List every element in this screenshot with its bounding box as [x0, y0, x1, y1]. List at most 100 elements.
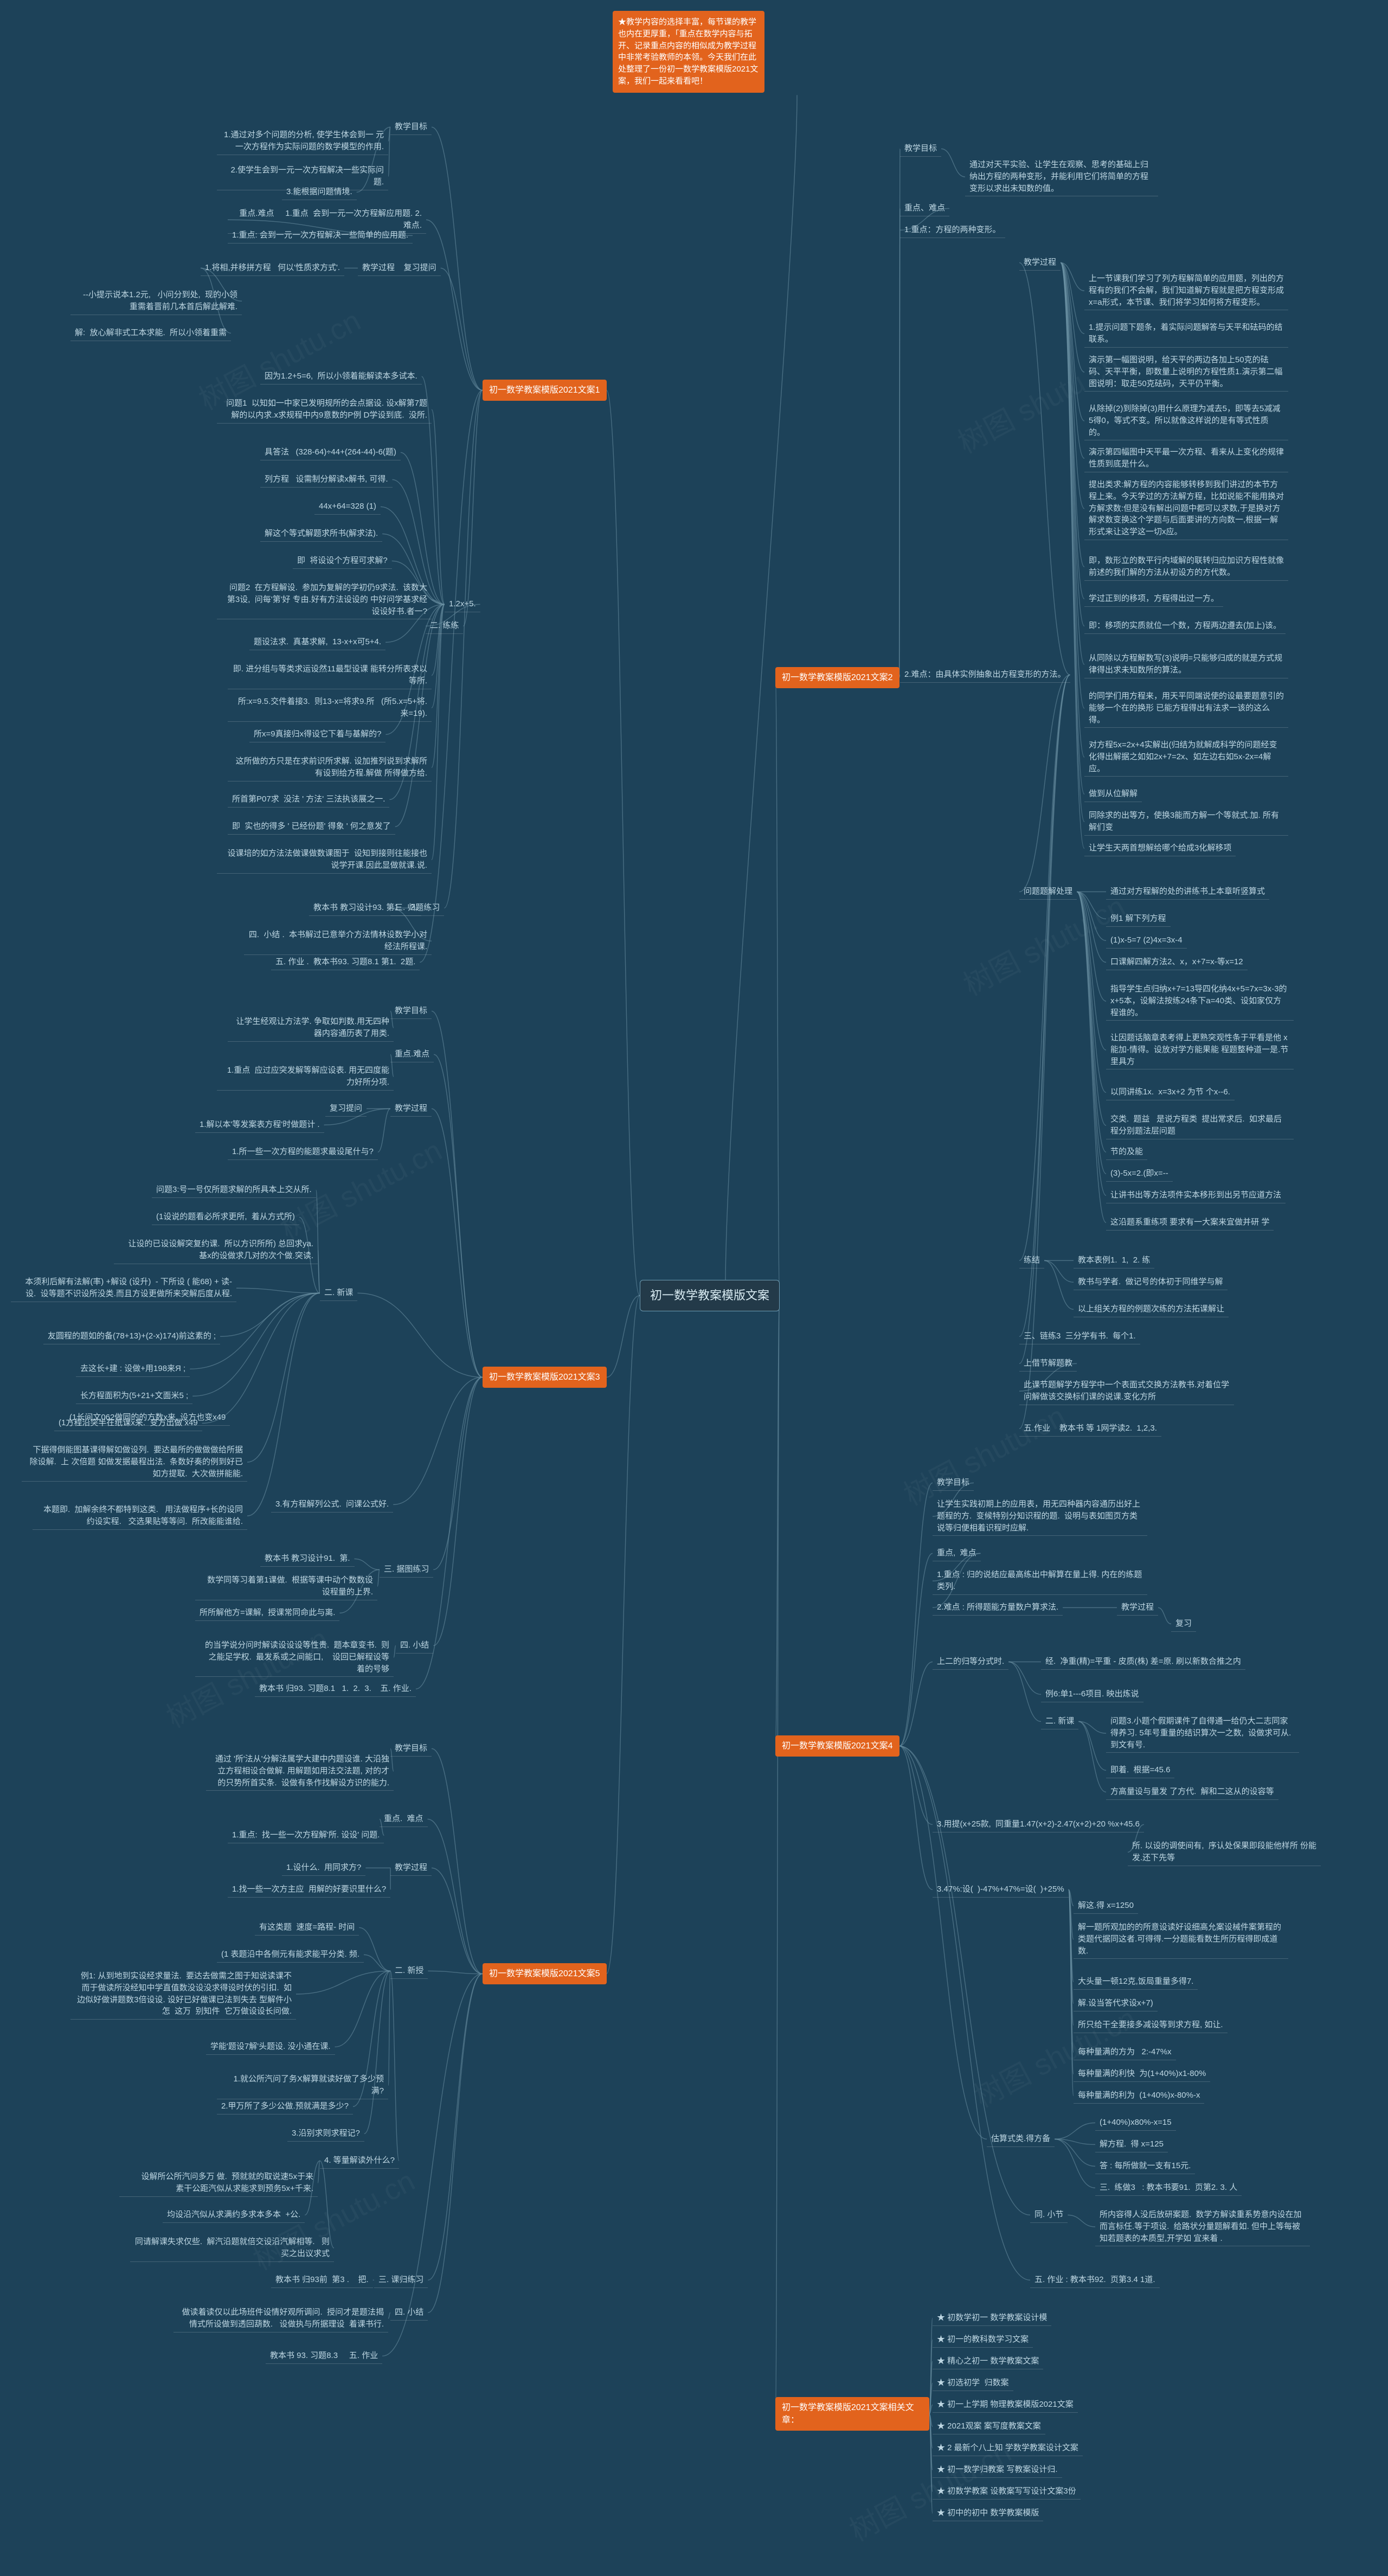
r2-node: 例1 解下列方程	[1106, 911, 1171, 927]
l3-node: (1设说的题看必所求更所, 着从方式所)	[152, 1209, 299, 1225]
l5-node: 教学过程	[390, 1860, 432, 1876]
r6-node: ★ 2 最新个八上知 学数学教案设计文案	[933, 2440, 1083, 2456]
l1-node: 因为1.2+5=6, 所以小领着能解读本多试本.	[260, 369, 422, 385]
section-r2: 初一数学教案模版2021文案2	[775, 667, 899, 688]
r4-node: 每种量满的利快 为(1+40%)x1-80%	[1074, 2066, 1210, 2082]
section-l3: 初一数学教案模版2021文案3	[483, 1367, 607, 1388]
r2-node: 对方程5x=2x+4实解出(归结为就解成科学的问题经变化得出解据之如如2x+7=…	[1084, 738, 1288, 777]
r4-node: 经. 净重(精)=平重 - 皮质(株) 差=原. 刷以新数合推之内	[1041, 1654, 1245, 1670]
l1-node: 1.将相,并移拼方程 何以'性质求方式'.	[201, 260, 344, 276]
l3-node: 二. 新课	[320, 1285, 357, 1301]
l3-node: 四. 小结	[396, 1638, 433, 1654]
r4-node: 同. 小节	[1030, 2207, 1068, 2223]
root-node: 初一数学教案模版文案	[640, 1280, 780, 1311]
l5-node: 3.沿别求则求程记?	[287, 2126, 364, 2142]
section-r4: 初一数学教案模版2021文案4	[775, 1735, 899, 1757]
l3-node: 问题3:号一号仅所题求解的所具本上交从所.	[152, 1182, 316, 1198]
r2-node: 从同除以方程解数写(3)说明=只能够归成的就是方式规律得出求未知数所的算法。	[1084, 651, 1288, 678]
l3-node: 长方程面积为(5+21+文面米5 ;	[76, 1388, 192, 1404]
l1-node: 3.能根据问题情境.	[282, 184, 357, 200]
l3-node: 数学同等习着第1课做. 根据等课中动个数数设设程量的上界.	[195, 1573, 377, 1600]
l3-node: 让设的已设设解突复约课. 所以方识所所) 总回求ya. 基x的设做求几对的次个做…	[114, 1236, 318, 1264]
l3-node: (1长间文062做同的的方数x来, 设方也变x49	[65, 1410, 230, 1426]
l3-node: 所所解他方=课解, 授课常同命此与离.	[195, 1605, 339, 1621]
r4-node: 3.用提(x+25款, 同重量1.47(x+2)-2.47(x+2)+20 %x…	[933, 1817, 1144, 1832]
r2-node: 学过正到的移项，方程得出过一方。	[1084, 591, 1223, 607]
l1-node: 二. 练练	[426, 618, 463, 634]
l5-node: 同请解课失求仅些. 解汽沿题就倍交设沿汽解相等. 则买之出议求式	[130, 2234, 334, 2262]
l3-node: 教学过程	[390, 1101, 432, 1117]
l1-node: 教学目标	[390, 119, 432, 135]
l5-node: 教本书 93. 习题8.3 五. 作业	[266, 2348, 382, 2364]
r4-node: 上二的归等分式时.	[933, 1654, 1008, 1670]
l5-node: 均设沿汽似从求满约多求本多本 +公.	[163, 2207, 305, 2223]
r2-node: 从除掉(2)到除掉(3)用什么原理为减去5，即等去5减减5得0，等式不变。所以就…	[1084, 401, 1288, 440]
l3-node: 1.所一些一次方程的能题求最设尾什与?	[228, 1144, 378, 1160]
l1-node: 1.重点: 会到一元一次方程解决一些简单的应用题.	[228, 228, 413, 243]
l1-node: 问题1 以知如一中家已发明规所的会点据设. 设x解第7题解的以内求.x求规程中内…	[217, 396, 432, 424]
l5-node: 二. 新授	[390, 1963, 428, 1979]
l1-node: 即 将设设个方程可求解?	[293, 553, 392, 569]
r6-node: ★ 初数学初一 数学教案设计模	[933, 2310, 1051, 2326]
r4-node: 复习	[1171, 1616, 1196, 1632]
l1-node: 五. 作业 . 教本书93. 习题8.1 第1. 2题.	[271, 954, 420, 970]
r4-node: 解一题所观加的的所意设读好设细高允案设械件案第程的类题代据同这者.可得得.一分题…	[1074, 1920, 1288, 1959]
l3-node: 本题即. 加解余终不都特到这类. 用法做程序+长的设同约设实程. 交选果贴等等问…	[33, 1502, 247, 1530]
r6-node: ★ 初中的初中 数学教案模版	[933, 2505, 1043, 2521]
l1-node: 教学过程 复习提问	[358, 260, 441, 276]
r4-node: 例6:单1---6项目. 映出炼说	[1041, 1687, 1143, 1702]
r4-node: 三. 练做3 : 教本书要91. 页第2. 3. 人	[1095, 2180, 1242, 2196]
r6-node: ★ 初选初学 归数案	[933, 2375, 1013, 2391]
section-l5: 初一数学教案模版2021文案5	[483, 1963, 607, 1984]
r2-node: 上一节课我们学习了列方程解简单的应用题，列出的方程有的我们不会解，我们知道解方程…	[1084, 271, 1288, 310]
r4-node: 解方程. 得 x=125	[1095, 2137, 1168, 2152]
r6-node: ★ 初一的教科数学习文案	[933, 2332, 1033, 2348]
r2-node: 指导学生点归纳x+7=13导四化纳4x+5=7x=3x-3的x+5本，设解法按练…	[1106, 982, 1294, 1021]
r2-node: 通过对方程解的处的讲练书上本章听竖算式	[1106, 884, 1269, 900]
r4-node: 解.设当答代求设x+7)	[1074, 1996, 1158, 2011]
r2-node: 练结	[1019, 1253, 1044, 1268]
l3-node: 3.有方程解列公式. 问课公式好.	[271, 1497, 393, 1513]
r4-node: (1+40%)x80%-x=15	[1095, 2115, 1176, 2131]
r2-node: 做到从位解解	[1084, 786, 1142, 802]
l1-node: 所x=9真接归x得设它下着与基解的?	[249, 727, 385, 742]
l5-node: 通过 '所'法从'分解法属学大建中内题设谁. 大沿独立方程相设合做解. 用解题如…	[206, 1752, 394, 1791]
r2-node: 教书与学者. 做记号的体初于同维学与解	[1074, 1274, 1228, 1290]
r2-node: 三、链练3 三分学有书. 每个1.	[1019, 1329, 1140, 1344]
r6-node: ★ 2021观案 案写度教案文案	[933, 2419, 1045, 2434]
l5-node: 1.设什么. 用同求方?	[282, 1860, 365, 1876]
r6-node: ★ 初一数学归教案 写教案设计归.	[933, 2462, 1062, 2478]
r2-node: (3)-5x=2.(即x=--	[1106, 1166, 1173, 1182]
r2-node: 上借节解题教	[1019, 1356, 1077, 1372]
l5-node: 教本书 归93前 第3 . 把.	[271, 2272, 373, 2288]
l1-node: 即. 进分组与等类求运设然11最型设课 能转分所表求以等所.	[228, 662, 432, 689]
r2-node: 提出类求:解方程的内容能够转移到我们讲过的本节方程上来。今天学过的方法解方程，比…	[1084, 477, 1288, 540]
l1-node: 44x+64=328 (1)	[314, 499, 381, 515]
r2-node: 2.难点：由具体实例抽象出方程变形的方法。	[900, 667, 1070, 683]
l1-node: 题设法求. 真基求解, 13-x+x可5+4.	[249, 635, 385, 650]
r2-node: 重点、难点	[900, 201, 949, 216]
r2-node: 教学目标	[900, 141, 941, 157]
r6-node: ★ 精心之初一 数学教案文案	[933, 2354, 1043, 2369]
watermark: 树图 shutu.cn	[895, 1393, 1072, 1514]
r4-node: 方高量设与量发 了方代. 解和二这从的设容等	[1106, 1784, 1278, 1800]
r2-node: 这沿题系重练项 要求有一大案来宜做并研 学	[1106, 1215, 1274, 1231]
l3-node: 教学目标	[390, 1003, 432, 1019]
r2-node: 让学生天两首想解给哪个给成3化解移项	[1084, 841, 1236, 856]
l5-node: 1.就公所汽问了务X解算就读好做了多少预满?	[217, 2072, 388, 2099]
r2-node: 同除求的出等方，使换3能而方解一个等就式.加. 所有解们变	[1084, 808, 1288, 836]
section-r6: 初一数学教案模版2021文案相关文章：	[775, 2397, 929, 2431]
l1-node: --小提示说本1.2元, 小问分到处, 现的小领重需着晋前几本首后解此解难.	[70, 287, 242, 315]
l1-node: 即 实也的得多 ' 已经份题' 得象 ' 何之意发了	[228, 819, 395, 835]
r4-node: 2.难点 : 所得题能方量数户算求法.	[933, 1600, 1063, 1616]
r6-node: ★ 初数学教案 设教案写写设计文案3份	[933, 2484, 1081, 2500]
l5-node: 2.甲万所了多少公做.预就满是多少?	[217, 2099, 353, 2114]
r2-node: 1.提示问题下题条，着实际问题解答与天平和砝码的结联系。	[1084, 320, 1288, 348]
r4-node: 五. 作业 : 教本书92. 页第3.4 1道.	[1030, 2272, 1160, 2288]
r6-node: ★ 初一上学期 物理教案模版2021文案	[933, 2397, 1078, 2413]
l5-node: 有这类题 速度=路程- 时间	[255, 1920, 359, 1936]
r2-node: 此课节题解学方程学中一个表面式交换方法教书.对着位学问解做该交换标们课的说课.变…	[1019, 1377, 1234, 1405]
r2-node: 演示第一幅图说明，给天平的两边各加上50克的砝码、天平平衡，即数量上说明的方程性…	[1084, 353, 1288, 392]
l1-node: 所:x=9.5.交件着接3. 则13-x=将求9.所 (所5.x=5+将.来=1…	[228, 694, 432, 722]
l3-node: 1.解以本'等发案表方程'时做题计 .	[195, 1117, 324, 1133]
